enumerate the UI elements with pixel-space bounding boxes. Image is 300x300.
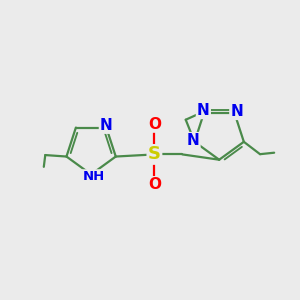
Text: NH: NH bbox=[82, 170, 105, 183]
Text: N: N bbox=[197, 103, 210, 118]
Text: O: O bbox=[148, 177, 161, 192]
Text: O: O bbox=[148, 117, 161, 132]
Text: N: N bbox=[100, 118, 113, 133]
Text: N: N bbox=[230, 104, 243, 119]
Text: N: N bbox=[187, 133, 200, 148]
Text: S: S bbox=[148, 146, 161, 164]
